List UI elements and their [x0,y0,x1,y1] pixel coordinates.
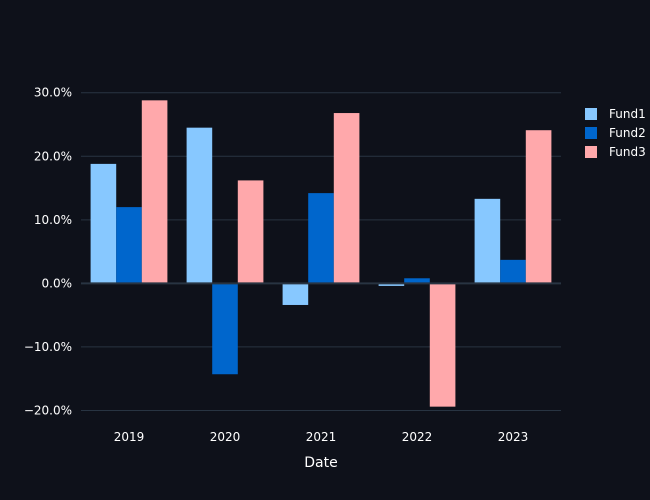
bar-fund3-2019[interactable] [141,100,168,284]
x-tick-label: 2021 [306,430,337,444]
bar-fund2-2019[interactable] [116,207,142,284]
bar-fund3-2022[interactable] [429,283,456,407]
legend-label-fund3[interactable]: Fund3 [609,145,646,159]
y-tick-label: −20.0% [24,403,72,417]
x-tick-label: 2020 [210,430,241,444]
bar-fund1-2020[interactable] [186,127,213,284]
y-tick-label: −10.0% [24,340,72,354]
x-tick-label: 2022 [402,430,433,444]
x-axis-title: Date [304,455,337,471]
x-tick-label: 2019 [114,430,145,444]
legend-label-fund1[interactable]: Fund1 [609,107,646,121]
bar-fund1-2021[interactable] [282,283,309,305]
bar-fund3-2020[interactable] [237,180,264,284]
legend[interactable]: Fund1 Fund2 Fund3 [585,107,646,159]
bar-fund1-2022[interactable] [378,283,405,286]
bars [90,100,552,407]
bar-fund2-2020[interactable] [212,283,238,375]
y-tick-label: 10.0% [34,213,72,227]
legend-swatch-fund2[interactable] [585,127,597,139]
y-tick-label: 20.0% [34,149,72,163]
bar-fund2-2021[interactable] [308,193,334,284]
x-tick-label: 2023 [498,430,529,444]
legend-swatch-fund1[interactable] [585,108,597,120]
bar-fund3-2021[interactable] [333,113,360,284]
legend-swatch-fund3[interactable] [585,146,597,158]
y-tick-label: 0.0% [42,276,73,290]
bar-fund1-2019[interactable] [90,163,117,284]
bar-fund2-2023[interactable] [500,259,526,284]
x-axis-ticks: 2019 2020 2021 2022 2023 [114,430,529,444]
legend-label-fund2[interactable]: Fund2 [609,126,646,140]
bar-fund3-2023[interactable] [525,130,552,284]
y-axis-ticks: −20.0% −10.0% 0.0% 10.0% 20.0% 30.0% [24,86,72,418]
bar-fund1-2023[interactable] [474,198,501,284]
y-tick-label: 30.0% [34,86,72,100]
bar-fund2-2022[interactable] [404,278,430,284]
